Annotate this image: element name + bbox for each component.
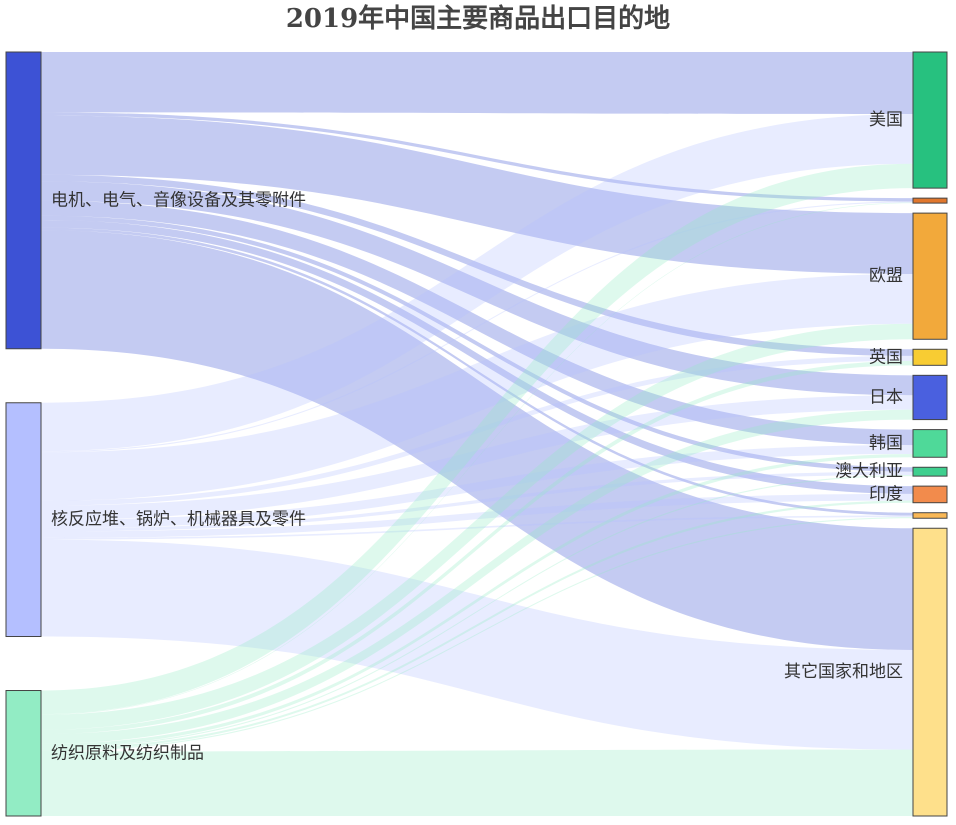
source-node: [5, 402, 42, 638]
sankey-link: [41, 202, 913, 715]
sankey-link: [41, 52, 913, 114]
sankey-link: [41, 355, 913, 506]
chart-title: 2019年中国主要商品出口目的地: [285, 4, 671, 34]
target-node: [912, 51, 948, 189]
node-label: 其它国家和地区: [784, 662, 903, 682]
target-node: [912, 466, 948, 477]
sankey-link: [41, 115, 913, 274]
sankey-link: [41, 445, 913, 529]
sankey-link: [41, 515, 913, 540]
node-label: 美国: [869, 110, 903, 130]
sankey-link: [41, 200, 913, 446]
sankey-link: [41, 471, 913, 532]
sankey-link: [41, 273, 913, 501]
sankey-link: [41, 539, 913, 750]
sankey-link: [41, 493, 913, 538]
nodes-layer: [5, 51, 948, 817]
source-node: [5, 690, 42, 817]
sankey-link: [41, 500, 913, 751]
sankey-link: [41, 230, 913, 650]
node-label: 欧盟: [869, 266, 903, 286]
sankey-link: [41, 220, 913, 494]
node-label: 澳大利亚: [835, 462, 903, 482]
target-node: [912, 429, 948, 458]
node-label: 英国: [869, 347, 903, 367]
node-label: 纺织原料及纺织制品: [51, 743, 204, 763]
sankey-link: [41, 215, 913, 472]
sankey-link: [41, 113, 913, 452]
sankey-link: [41, 163, 913, 715]
sankey-link: [41, 181, 913, 396]
node-label: 韩国: [869, 433, 903, 453]
sankey-link: [41, 409, 913, 744]
node-label: 印度: [869, 484, 903, 504]
target-node: [912, 348, 948, 366]
sankey-link: [41, 749, 913, 816]
sankey-link: [41, 475, 913, 749]
sankey-link: [41, 112, 913, 202]
node-label: 电机、电气、音像设备及其零附件: [51, 190, 306, 210]
target-node: [912, 374, 948, 421]
source-node: [5, 51, 42, 350]
sankey-link: [41, 360, 913, 735]
sankey-link: [41, 453, 913, 748]
target-node: [912, 512, 948, 519]
sankey-link: [41, 517, 913, 752]
target-node: [912, 485, 948, 504]
target-node: [912, 197, 948, 204]
sankey-link: [41, 201, 913, 453]
sankey-link: [41, 227, 913, 516]
target-node: [912, 212, 948, 340]
node-label: 核反应堆、锅炉、机械器具及零件: [51, 510, 306, 530]
sankey-link: [41, 395, 913, 520]
sankey-link: [41, 323, 913, 730]
node-label: 日本: [869, 387, 903, 407]
target-node: [912, 527, 948, 817]
sankey-link: [41, 174, 913, 356]
links-layer: [41, 52, 913, 816]
